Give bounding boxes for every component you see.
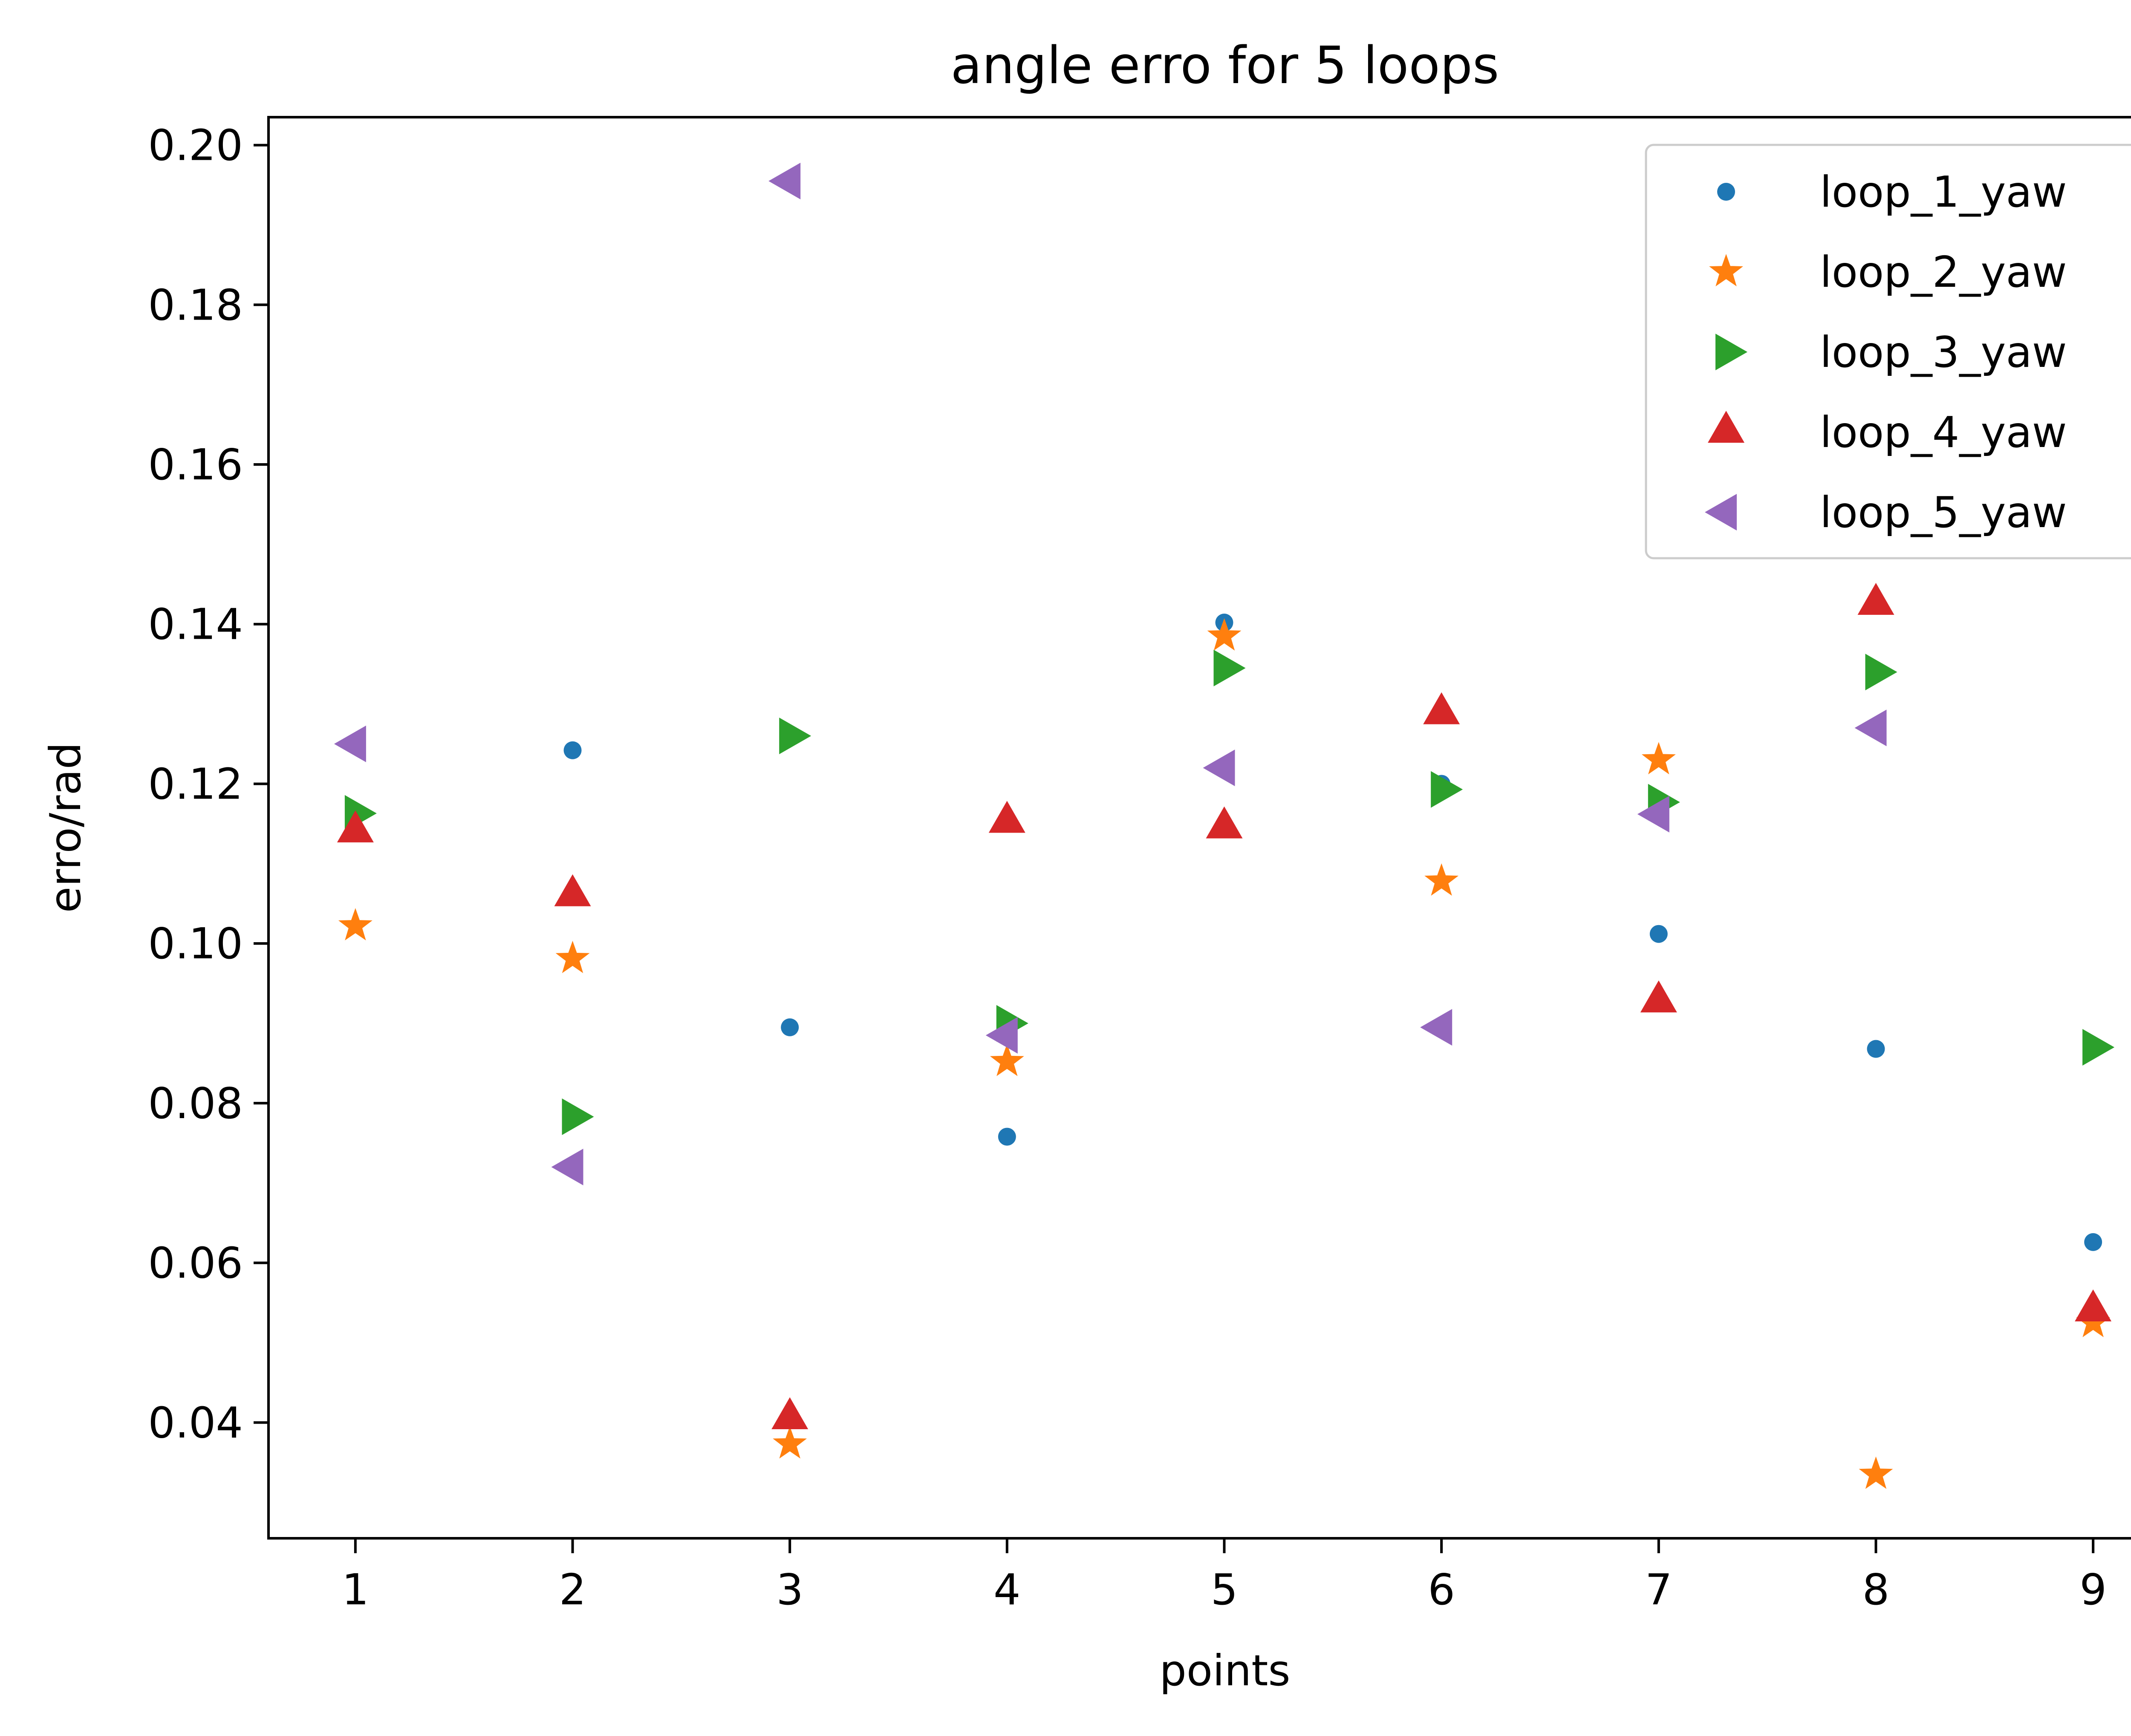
x-axis: 1 2 3 4 5 6 7 8 9 — [342, 1538, 2107, 1615]
data-point — [773, 1426, 807, 1459]
legend-label: loop_5_yaw — [1820, 487, 2067, 537]
data-point — [985, 1017, 1018, 1054]
data-point — [554, 874, 591, 906]
x-tick-label: 1 — [342, 1565, 369, 1615]
data-point — [1423, 692, 1460, 724]
y-tick-label: 0.18 — [148, 280, 243, 330]
data-point — [562, 1098, 594, 1135]
data-point — [1206, 806, 1243, 839]
data-point — [1649, 925, 1668, 943]
legend-marker — [1708, 411, 1744, 443]
data-point — [771, 1397, 809, 1429]
x-tick-label: 2 — [559, 1565, 586, 1615]
x-tick-label: 7 — [1645, 1565, 1672, 1615]
legend-label: loop_4_yaw — [1820, 407, 2067, 457]
legend-marker — [1709, 254, 1743, 286]
legend-label: loop_3_yaw — [1820, 327, 2067, 377]
data-point — [1865, 654, 1897, 691]
x-axis-label: points — [1159, 1646, 1290, 1696]
legend-label: loop_1_yaw — [1820, 167, 2067, 217]
data-point — [990, 1044, 1024, 1076]
data-point — [768, 162, 801, 199]
legend-marker — [1717, 183, 1735, 201]
data-point — [1854, 709, 1887, 747]
legend-marker — [1715, 334, 1747, 370]
y-tick-label: 0.12 — [148, 759, 243, 809]
y-tick-label: 0.10 — [148, 919, 243, 969]
data-point — [998, 1128, 1016, 1146]
y-tick-label: 0.16 — [148, 440, 243, 490]
data-point — [1867, 1040, 1885, 1058]
x-tick-label: 8 — [1862, 1565, 1890, 1615]
data-point — [1859, 1456, 1893, 1489]
y-tick-label: 0.06 — [148, 1238, 243, 1288]
legend-box — [1645, 144, 2131, 559]
data-point — [2084, 1233, 2102, 1251]
data-point — [1857, 583, 1894, 615]
data-point — [338, 908, 372, 940]
y-axis: 0.04 0.06 0.08 0.10 0.12 0.14 0.16 0.18 0.20 — [148, 121, 269, 1448]
data-point — [2082, 1029, 2115, 1066]
x-tick-label: 6 — [1428, 1565, 1455, 1615]
data-points — [334, 162, 2115, 1489]
x-tick-label: 4 — [993, 1565, 1021, 1615]
data-point — [781, 1018, 799, 1036]
data-point — [1431, 771, 1463, 808]
legend-label: loop_2_yaw — [1820, 247, 2067, 297]
x-tick-label: 5 — [1211, 1565, 1238, 1615]
y-tick-label: 0.14 — [148, 600, 243, 649]
y-tick-label: 0.08 — [148, 1079, 243, 1128]
data-point — [1213, 649, 1246, 686]
y-tick-label: 0.20 — [148, 121, 243, 170]
x-tick-label: 9 — [2079, 1565, 2107, 1615]
data-point — [779, 718, 811, 754]
data-point — [551, 1148, 583, 1185]
data-point — [555, 940, 590, 973]
y-tick-label: 0.04 — [148, 1398, 243, 1448]
data-point — [1640, 980, 1677, 1012]
data-point — [2075, 1289, 2112, 1321]
x-tick-label: 3 — [776, 1565, 803, 1615]
data-point — [988, 801, 1025, 833]
data-point — [1424, 863, 1459, 896]
data-point — [1637, 796, 1669, 833]
data-point — [1203, 750, 1235, 786]
data-point — [1207, 618, 1242, 651]
data-point — [337, 810, 374, 842]
data-point — [1641, 742, 1676, 775]
data-point — [1420, 1009, 1452, 1046]
chart-title: angle erro for 5 loops — [951, 36, 1499, 95]
y-axis-label: erro/rad — [40, 742, 90, 913]
data-point — [563, 741, 582, 759]
series-loop_4_yaw — [337, 583, 2112, 1429]
legend-marker — [1705, 494, 1737, 531]
legend: loop_1_yaw loop_2_yaw loop_3_yaw loop_4_yaw… — [1645, 144, 2131, 559]
series-loop_5_yaw — [334, 162, 1887, 1185]
data-point — [334, 725, 366, 762]
